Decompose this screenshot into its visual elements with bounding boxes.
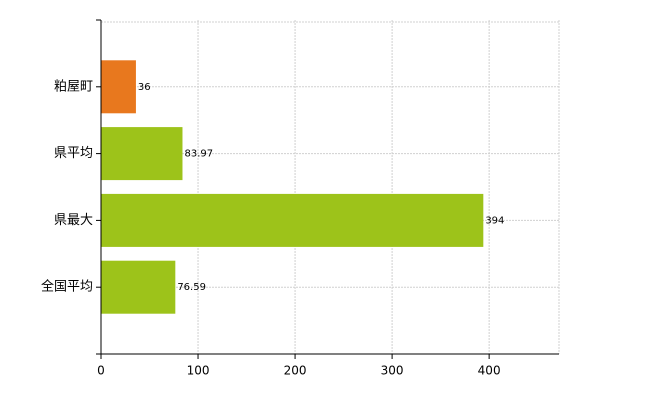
x-tick-label: 400 <box>478 364 501 378</box>
x-tick-label: 100 <box>187 364 210 378</box>
y-tick-label: 粕屋町 <box>54 79 93 94</box>
value-label: 36 <box>138 82 151 93</box>
bar <box>101 193 484 247</box>
bar <box>101 127 183 181</box>
x-tick-label: 200 <box>284 364 307 378</box>
value-label: 83.97 <box>184 149 213 160</box>
value-label: 394 <box>485 215 504 226</box>
x-tick-label: 300 <box>381 364 404 378</box>
y-tick-label: 県最大 <box>54 213 93 228</box>
y-tick-label: 全国平均 <box>41 279 93 295</box>
x-tick-label: 0 <box>97 364 105 378</box>
bar <box>101 60 136 114</box>
bar <box>101 260 176 314</box>
value-label: 76.59 <box>177 282 206 293</box>
y-tick-label: 県平均 <box>54 146 93 161</box>
